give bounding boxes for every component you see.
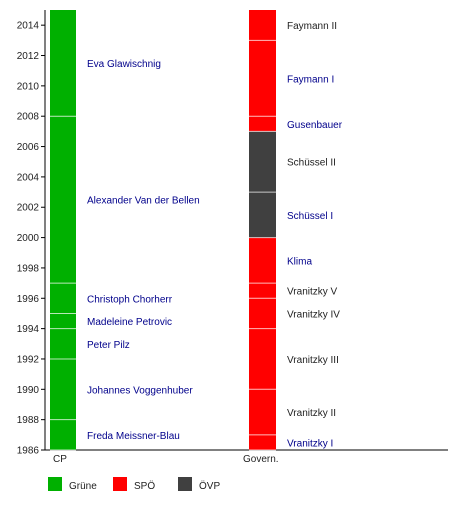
gov-bar xyxy=(249,298,276,329)
gov-period-label: Vranitzky IV xyxy=(287,309,340,320)
gov-bar xyxy=(249,434,276,450)
cp-bar xyxy=(50,313,76,329)
cp-period-label: Christoph Chorherr xyxy=(87,294,173,305)
gov-bar xyxy=(249,192,276,238)
gov-period-label: Vranitzky II xyxy=(287,408,336,419)
gov-period-label: Faymann I xyxy=(287,74,334,85)
y-tick-label: 2008 xyxy=(17,112,40,123)
gov-period-label: Klima xyxy=(287,256,312,267)
legend-swatch xyxy=(113,477,127,491)
gov-bar xyxy=(249,328,276,390)
gov-period-label: Gusenbauer xyxy=(287,120,343,131)
cp-bar xyxy=(50,328,76,359)
gov-bar xyxy=(249,237,276,284)
column-label-cp: CP xyxy=(53,454,67,465)
cp-period-label: Eva Glawischnig xyxy=(87,59,161,70)
cp-period-label: Alexander Van der Bellen xyxy=(87,196,200,207)
gov-period-label: Vranitzky V xyxy=(287,287,338,298)
gov-bar xyxy=(249,283,276,299)
y-tick-label: 1992 xyxy=(17,354,40,365)
y-tick-label: 2010 xyxy=(17,81,40,92)
legend-label: SPÖ xyxy=(134,480,155,492)
gov-period-label: Faymann II xyxy=(287,21,337,32)
gov-bar xyxy=(249,116,276,132)
y-tick-label: 2006 xyxy=(17,142,40,153)
gov-period-label: Schüssel I xyxy=(287,211,333,222)
gov-period-label: Schüssel II xyxy=(287,158,336,169)
y-tick-label: 1996 xyxy=(17,294,40,305)
legend-swatch xyxy=(178,477,192,491)
cp-period-label: Madeleine Petrovic xyxy=(87,317,172,328)
y-tick-label: 1994 xyxy=(17,324,40,335)
cp-bar xyxy=(50,358,76,420)
gov-bar xyxy=(249,131,276,193)
y-tick-label: 2012 xyxy=(17,51,40,62)
cp-period-label: Freda Meissner-Blau xyxy=(87,431,180,442)
legend-label: ÖVP xyxy=(199,480,220,492)
y-tick-label: 1998 xyxy=(17,263,40,274)
period-labels: Freda Meissner-Blau Johannes Voggenhuber P… xyxy=(87,21,343,449)
cp-period-label: Peter Pilz xyxy=(87,340,130,351)
y-tick-label: 1986 xyxy=(17,446,40,457)
cp-bar xyxy=(50,10,76,117)
gov-bar xyxy=(249,10,276,41)
y-tick-label: 2004 xyxy=(17,172,40,183)
bars xyxy=(50,10,276,451)
y-tick-label: 2002 xyxy=(17,203,40,214)
y-axis: 1986 1988 1990 1992 1994 1996 1998 2000 2002 2004… xyxy=(17,10,448,457)
cp-bar xyxy=(50,283,76,314)
gov-period-label: Vranitzky I xyxy=(287,438,333,449)
legend: Grüne SPÖ ÖVP xyxy=(48,477,220,492)
legend-swatch xyxy=(48,477,62,491)
y-tick-label: 2014 xyxy=(17,21,40,32)
cp-period-label: Johannes Voggenhuber xyxy=(87,385,193,396)
gov-bar xyxy=(249,389,276,435)
y-tick-label: 1988 xyxy=(17,415,40,426)
column-label-gov: Govern. xyxy=(243,454,279,465)
legend-label: Grüne xyxy=(69,481,97,492)
y-tick-label: 2000 xyxy=(17,233,40,244)
gov-period-label: Vranitzky III xyxy=(287,355,339,366)
y-tick-label: 1990 xyxy=(17,385,40,396)
gov-bar xyxy=(249,40,276,117)
cp-bar xyxy=(50,116,76,284)
cp-bar xyxy=(50,419,76,450)
column-labels: CP Govern. xyxy=(53,454,279,465)
